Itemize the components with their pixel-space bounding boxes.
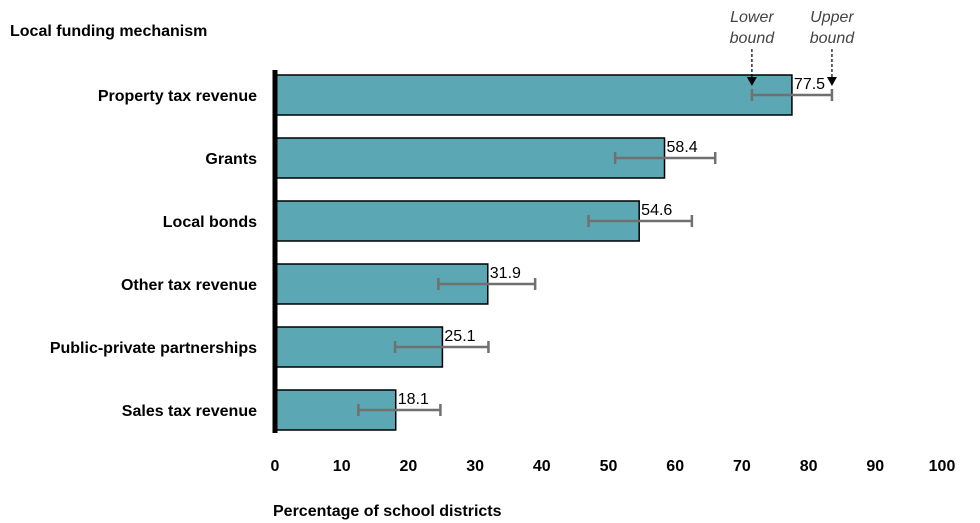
value-label: 54.6 xyxy=(641,202,672,219)
x-tick-label: 30 xyxy=(466,458,484,475)
category-label: Sales tax revenue xyxy=(122,403,257,420)
x-axis-title: Percentage of school districts xyxy=(273,503,502,520)
x-tick-label: 100 xyxy=(929,458,956,475)
labels-layer: Property tax revenue 77.5 Grants 58.4 Local … xyxy=(50,76,825,420)
lower-bound-annotation-line1: Lower xyxy=(730,9,774,26)
bars-layer xyxy=(274,74,793,431)
value-label: 58.4 xyxy=(667,139,698,156)
category-axis-title: Local funding mechanism xyxy=(10,23,207,40)
x-tick-label: 80 xyxy=(800,458,818,475)
bar xyxy=(274,137,666,179)
x-tick-label: 90 xyxy=(866,458,884,475)
category-label: Grants xyxy=(205,151,257,168)
x-tick-labels: 0 10 20 30 40 50 60 70 80 90 100 xyxy=(271,458,956,475)
category-label: Other tax revenue xyxy=(121,277,257,294)
value-label: 77.5 xyxy=(794,76,825,93)
bar xyxy=(274,74,793,116)
x-tick-label: 60 xyxy=(666,458,684,475)
category-label: Local bonds xyxy=(163,214,257,231)
x-tick-label: 50 xyxy=(600,458,618,475)
bar xyxy=(274,200,640,242)
upper-bound-annotation-arrowhead xyxy=(826,77,837,86)
value-label: 25.1 xyxy=(444,328,475,345)
bound-annotations: Lower bound Upper bound xyxy=(730,9,856,86)
error-bars-layer xyxy=(357,89,834,416)
category-label: Public-private partnerships xyxy=(50,340,257,357)
x-tick-label: 40 xyxy=(533,458,551,475)
upper-bound-annotation-line2: bound xyxy=(810,30,856,47)
value-label: 31.9 xyxy=(490,265,521,282)
x-tick-label: 20 xyxy=(400,458,418,475)
value-label: 18.1 xyxy=(398,391,429,408)
x-tick-label: 10 xyxy=(333,458,351,475)
upper-bound-annotation-line1: Upper xyxy=(810,9,854,26)
x-tick-label: 0 xyxy=(271,458,280,475)
lower-bound-annotation-arrowhead xyxy=(746,77,757,86)
x-tick-label: 70 xyxy=(733,458,751,475)
lower-bound-annotation-line2: bound xyxy=(730,30,776,47)
category-label: Property tax revenue xyxy=(98,88,257,105)
